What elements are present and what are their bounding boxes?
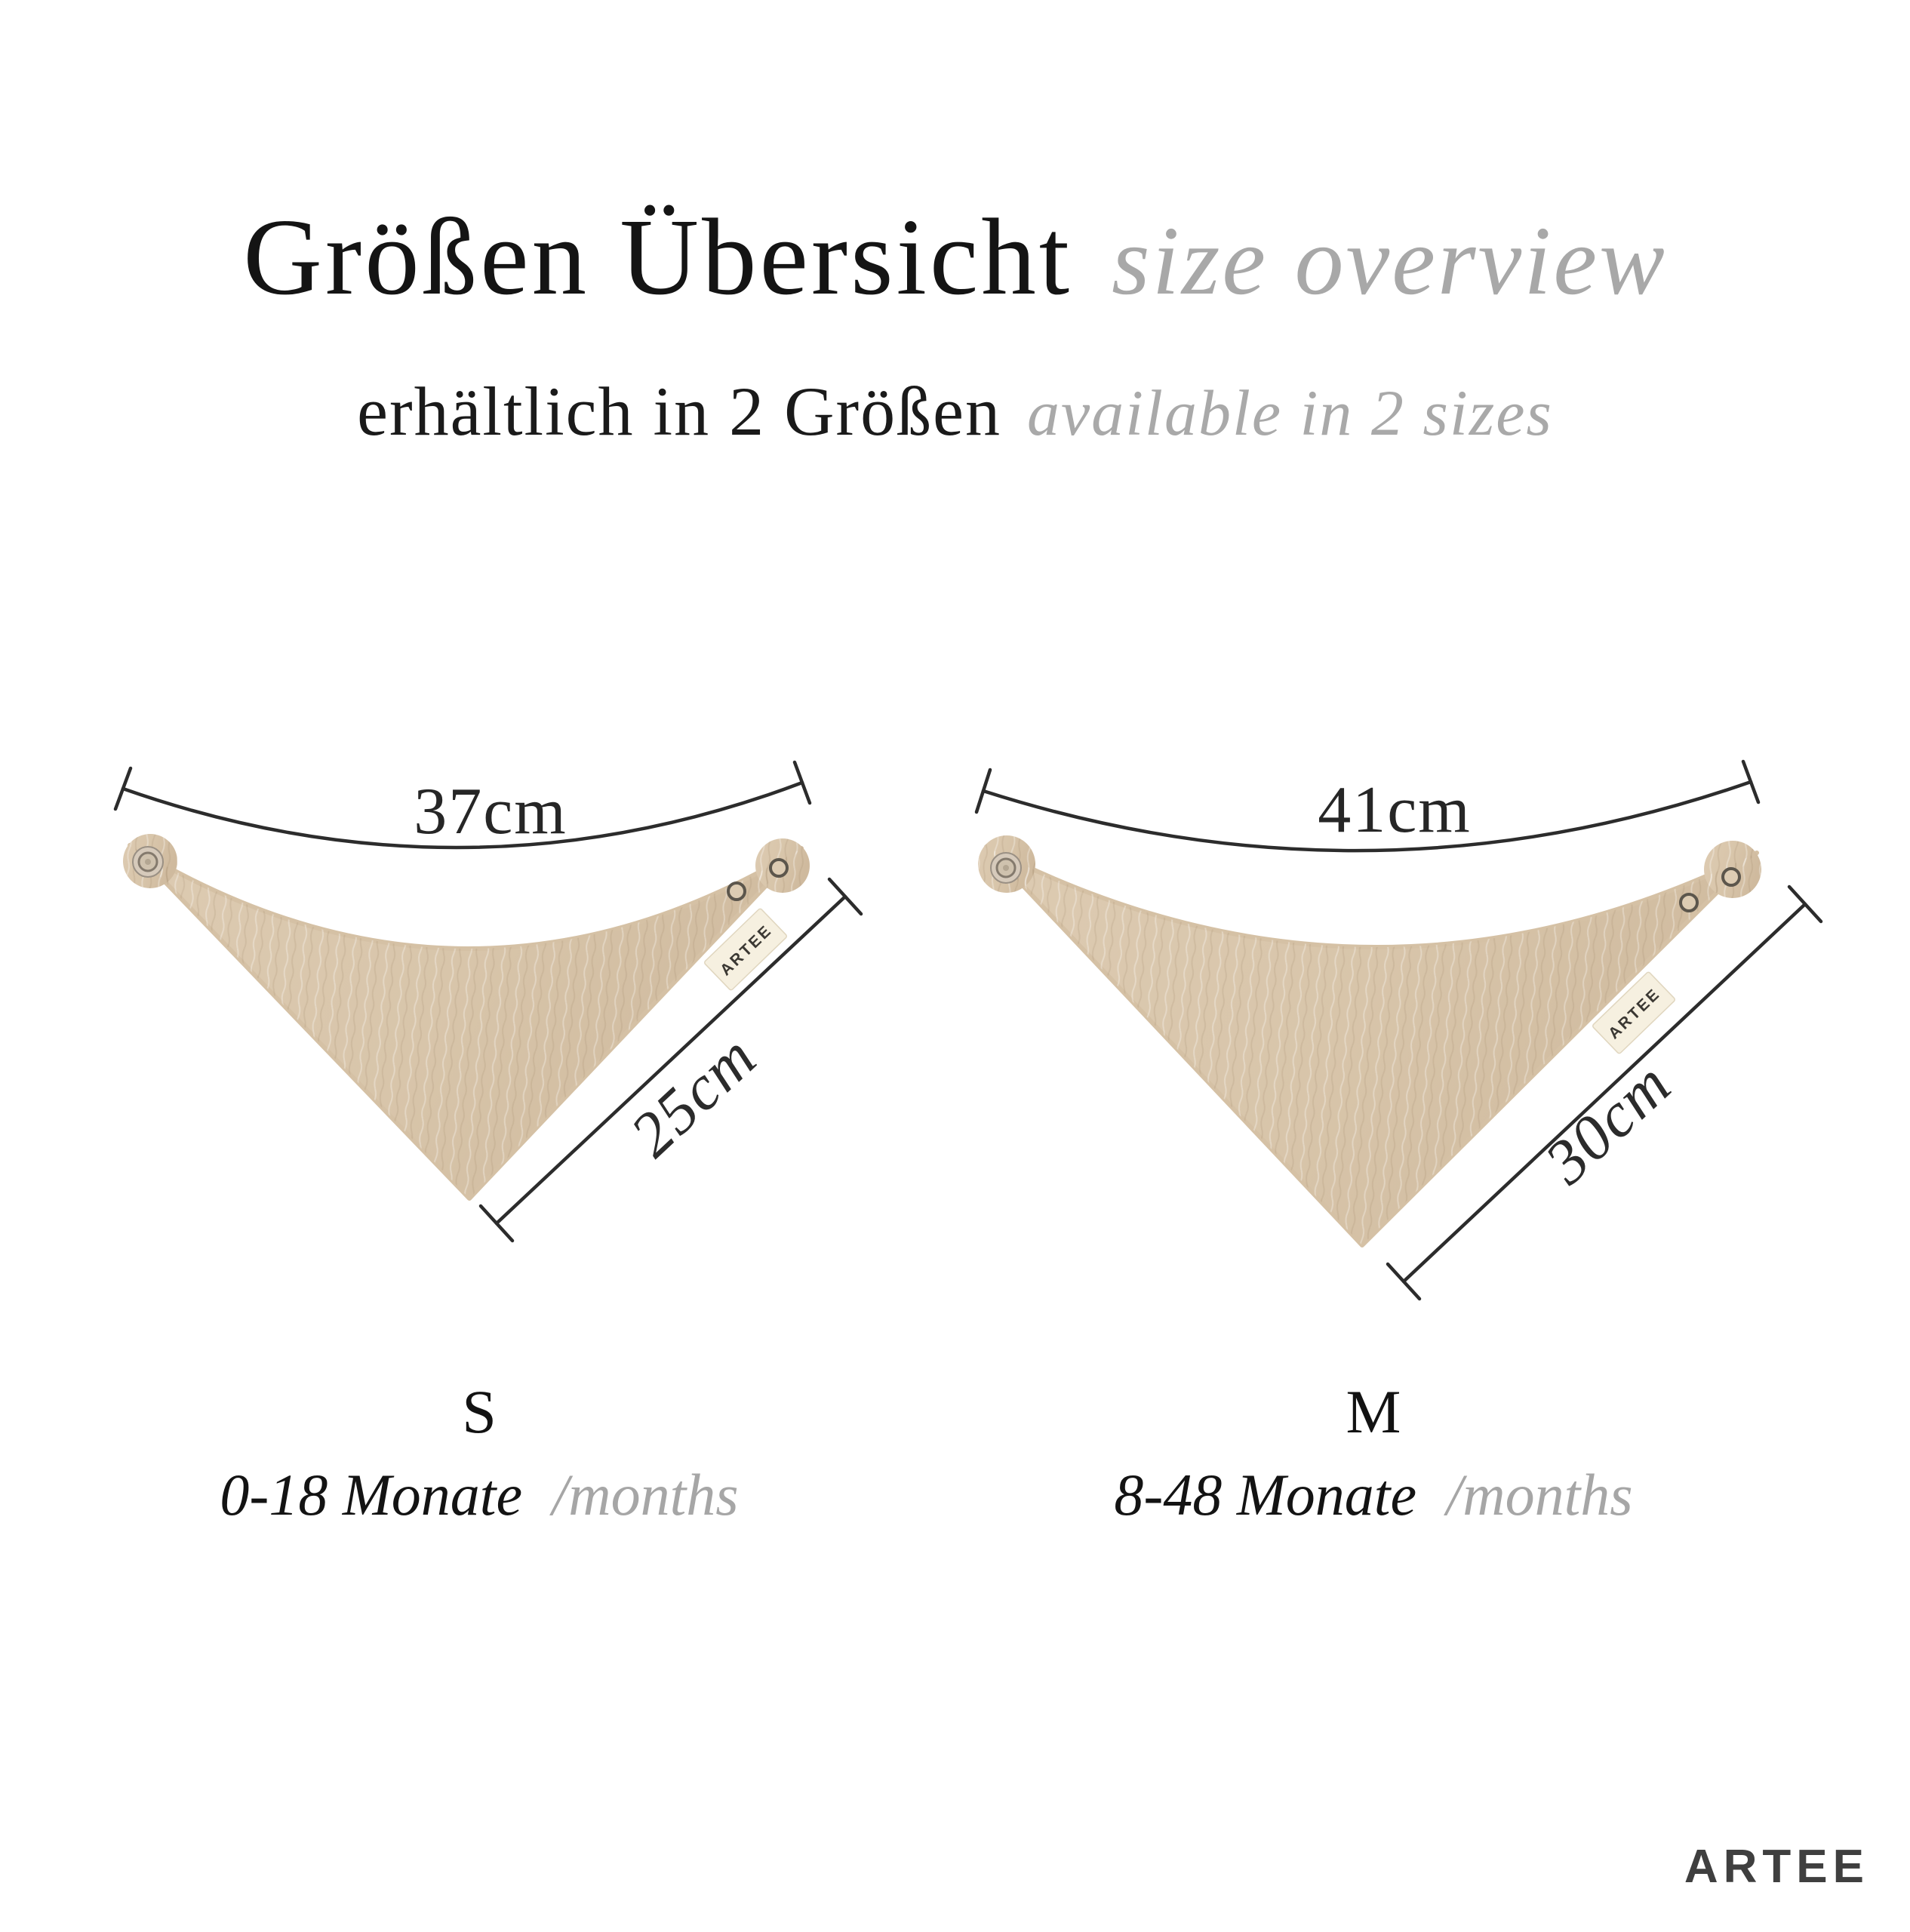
width-dimension-label: 37cm xyxy=(414,775,567,848)
size-label-m: M 8-48 Monate /months xyxy=(996,1381,1751,1524)
size-label-s: S 0-18 Monate /months xyxy=(102,1381,857,1524)
fabric-texture xyxy=(978,835,1761,1245)
subtitle-german: erhältlich in 2 Größen xyxy=(357,373,1001,450)
subtitle-english: available in 2 sizes xyxy=(1026,377,1553,449)
title-english: size overview xyxy=(1112,207,1667,315)
side-dimension-label: 30cm xyxy=(1531,1048,1684,1198)
snap-socket-icon xyxy=(1721,867,1741,887)
age-range: 8-48 Monate /months xyxy=(996,1466,1751,1524)
width-dimension-label: 41cm xyxy=(1318,774,1472,847)
bib-m: ARTEE 41cm 30cm xyxy=(974,759,1823,1301)
width-dimension-line xyxy=(113,760,812,850)
side-dimension-line xyxy=(478,877,863,1243)
page-subtitle: erhältlich in 2 Größen available in 2 si… xyxy=(0,371,1910,451)
title-german: Größen Übersicht xyxy=(243,197,1073,318)
page-title: Größen Übersicht size overview xyxy=(0,195,1910,320)
side-dimension-label: 25cm xyxy=(617,1021,770,1171)
bib-s: ARTEE 37cm 25cm xyxy=(113,760,863,1243)
age-range-german: 0-18 Monate xyxy=(220,1462,523,1527)
age-range: 0-18 Monate /months xyxy=(102,1466,857,1524)
width-dimension-line xyxy=(974,759,1761,853)
size-letter: S xyxy=(462,1377,497,1446)
size-letter: M xyxy=(1346,1377,1401,1446)
age-range-english: /months xyxy=(552,1462,739,1527)
age-range-english: /months xyxy=(1446,1462,1633,1527)
snap-socket-icon xyxy=(769,858,789,878)
snap-socket-icon xyxy=(1679,893,1699,912)
snap-stud-icon xyxy=(132,846,164,878)
age-range-german: 8-48 Monate xyxy=(1114,1462,1417,1527)
brand-logo: ARTEE xyxy=(1684,1841,1869,1893)
snap-socket-icon xyxy=(727,881,746,901)
snap-stud-icon xyxy=(990,852,1022,884)
side-dimension-line xyxy=(1386,884,1823,1301)
fabric-texture xyxy=(123,834,810,1198)
